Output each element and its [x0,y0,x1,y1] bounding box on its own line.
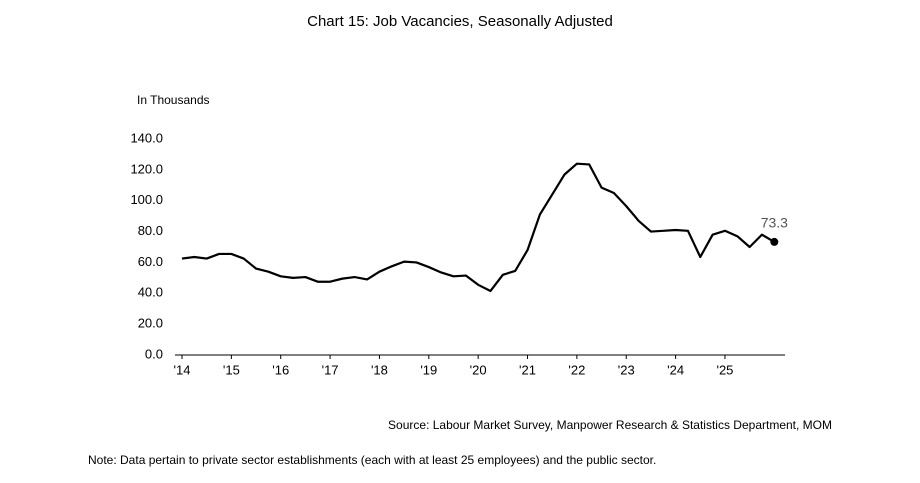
end-point [770,237,779,246]
x-tick-label: '19 [420,362,437,377]
x-tick-label: '15 [223,362,240,377]
x-tick-label: '25 [716,362,733,377]
x-tick-label: '18 [371,362,388,377]
x-tick-label: '16 [272,362,289,377]
y-tick-label: 60.0 [138,254,163,269]
y-tick-label: 100.0 [130,192,163,207]
line [181,162,775,293]
y-tick-label: 120.0 [130,161,163,176]
x-tick-label: '23 [618,362,635,377]
y-tick-label: 40.0 [138,285,163,300]
x-tick-label: '21 [519,362,536,377]
chart-title: Chart 15: Job Vacancies, Seasonally Adju… [307,13,613,30]
x-tick-label: '22 [568,362,585,377]
source: Source: Labour Market Survey, Manpower R… [388,418,832,432]
y-tick-label: 20.0 [138,316,163,331]
y-tick-label: 140.0 [130,130,163,145]
x-tick-label: '20 [470,362,487,377]
y-tick-label: 80.0 [138,223,163,238]
x-tick-label: '14 [174,362,191,377]
y-axis-label: In Thousands [137,93,210,107]
x-tick-label: '17 [322,362,339,377]
data-label: 73.3 [761,215,788,231]
x-tick-label: '24 [667,362,684,377]
y-tick-label: 0.0 [145,346,163,361]
note: Note: Data pertain to private sector est… [88,453,656,467]
